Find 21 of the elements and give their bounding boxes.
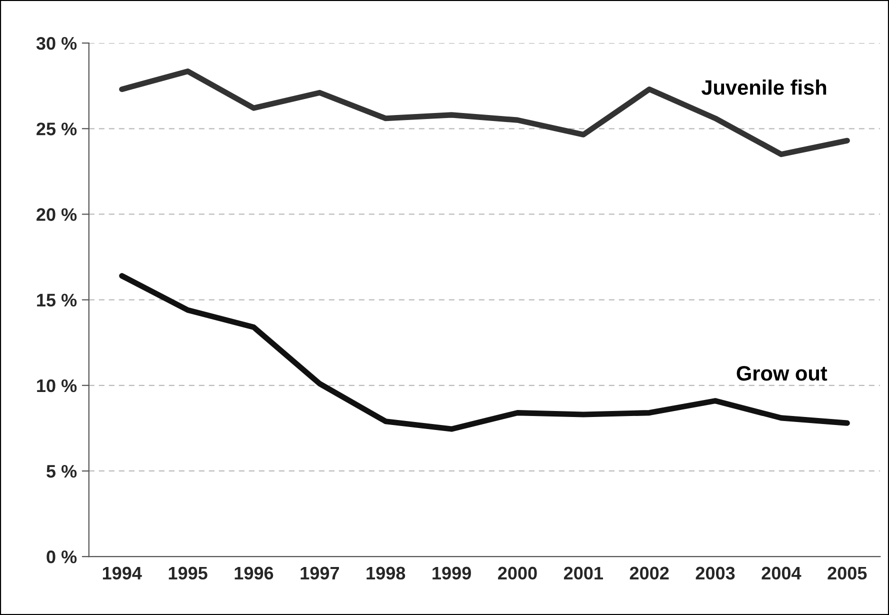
y-tick-label: 20 % bbox=[36, 208, 77, 221]
series-label: Grow out bbox=[736, 366, 828, 381]
x-tick-label: 1994 bbox=[102, 566, 142, 580]
y-tick-label: 25 % bbox=[36, 122, 77, 136]
x-tick-label: 2000 bbox=[498, 566, 537, 580]
x-tick-label: 1995 bbox=[168, 566, 208, 580]
y-tick-label: 10 % bbox=[37, 379, 77, 392]
x-tick-label: 2001 bbox=[564, 566, 603, 580]
x-tick-label: 2004 bbox=[762, 566, 802, 580]
y-tick-label: 30 % bbox=[36, 36, 77, 50]
x-tick-label: 2002 bbox=[630, 566, 669, 580]
x-tick-label: 1996 bbox=[234, 566, 274, 580]
series-label: Juvenile fish bbox=[701, 80, 826, 95]
x-tick-label: 2003 bbox=[696, 566, 735, 580]
x-tick-label: 1997 bbox=[300, 566, 339, 580]
y-tick-label: 0 % bbox=[46, 550, 77, 564]
x-tick-label: 1999 bbox=[432, 566, 471, 580]
y-tick-label: 5 % bbox=[46, 464, 77, 478]
y-tick-label: 15 % bbox=[37, 294, 77, 307]
x-tick-label: 1998 bbox=[366, 566, 406, 580]
x-tick-label: 2005 bbox=[828, 566, 867, 580]
